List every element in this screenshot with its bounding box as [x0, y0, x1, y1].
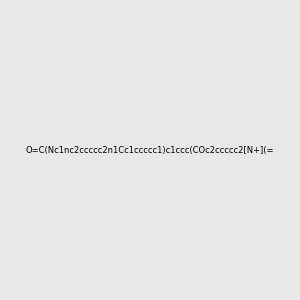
Text: O=C(Nc1nc2ccccc2n1Cc1ccccc1)c1ccc(COc2ccccc2[N+](=: O=C(Nc1nc2ccccc2n1Cc1ccccc1)c1ccc(COc2cc… — [26, 146, 274, 154]
